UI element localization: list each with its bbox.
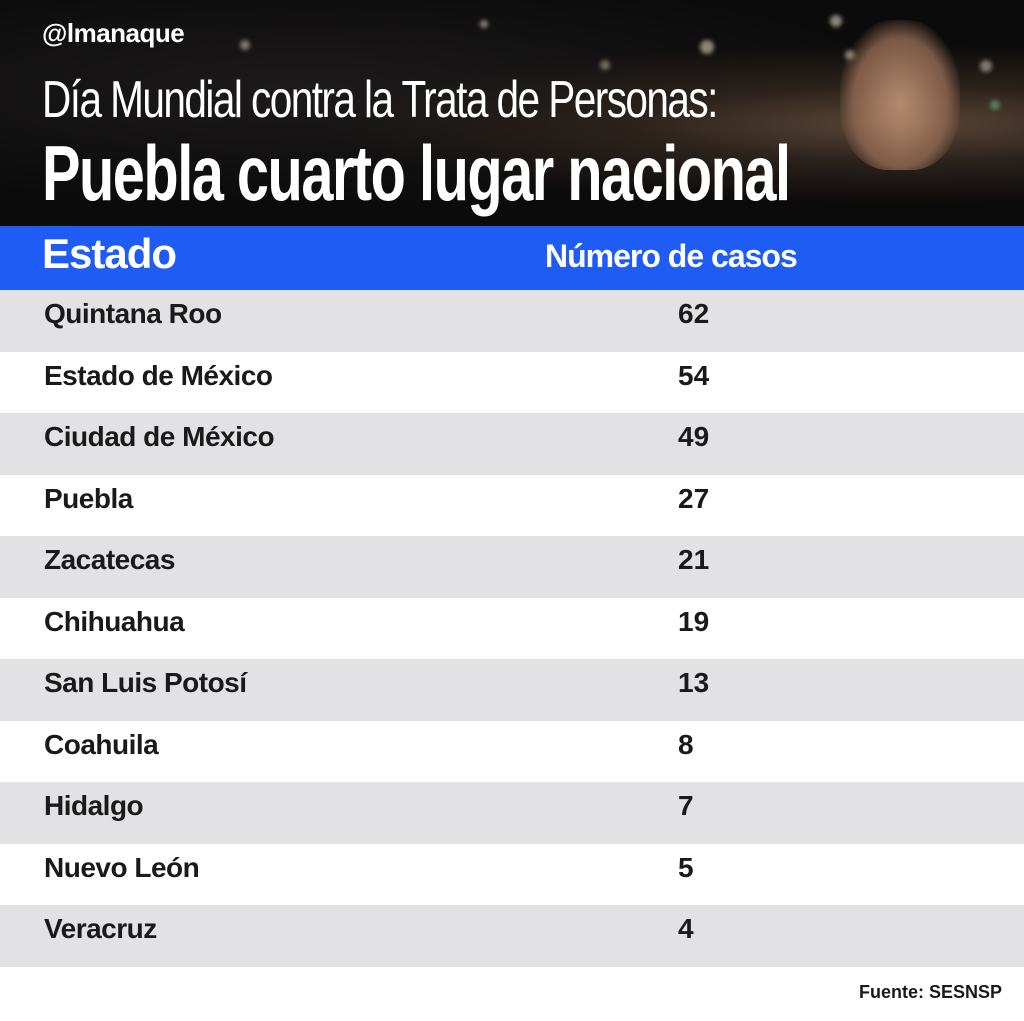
case-count: 13 bbox=[678, 667, 710, 698]
column-header-state: Estado bbox=[42, 230, 177, 277]
table-header: Estado Número de casos bbox=[0, 226, 1024, 290]
bokeh-light bbox=[600, 60, 610, 70]
case-count: 21 bbox=[678, 544, 710, 575]
case-count: 5 bbox=[678, 851, 694, 883]
hero-banner: @lmanaque Día Mundial contra la Trata de… bbox=[0, 0, 1024, 226]
column-header-cases: Número de casos bbox=[545, 238, 798, 274]
hand-photo bbox=[840, 20, 960, 170]
table-row: Ciudad de México 49 bbox=[0, 413, 1024, 475]
bokeh-light bbox=[990, 100, 1000, 110]
state-name: Veracruz bbox=[44, 913, 157, 944]
table-row: Veracruz 4 bbox=[0, 905, 1024, 967]
subheadline: Puebla cuarto lugar nacional bbox=[42, 129, 791, 217]
brand-logo: @lmanaque bbox=[42, 18, 185, 48]
state-name: San Luis Potosí bbox=[44, 667, 247, 698]
case-count: 4 bbox=[678, 913, 694, 944]
case-count: 49 bbox=[678, 421, 710, 452]
case-count: 7 bbox=[678, 790, 694, 821]
table-row: Hidalgo 7 bbox=[0, 782, 1024, 844]
case-count: 62 bbox=[678, 298, 710, 329]
headline: Día Mundial contra la Trata de Personas: bbox=[42, 71, 718, 129]
source-credit: Fuente: SESNSP bbox=[858, 982, 1002, 1002]
table-row: Puebla 27 bbox=[0, 475, 1024, 537]
table-row: Estado de México 54 bbox=[0, 352, 1024, 414]
table-body: Quintana Roo 62 Estado de México 54 Ciudad… bbox=[0, 290, 1024, 967]
state-name: Hidalgo bbox=[44, 790, 144, 821]
state-name: Coahuila bbox=[44, 728, 159, 760]
state-name: Nuevo León bbox=[44, 851, 200, 883]
bokeh-light bbox=[480, 20, 488, 28]
case-count: 19 bbox=[678, 605, 710, 637]
table-row: San Luis Potosí 13 bbox=[0, 659, 1024, 721]
state-name: Chihuahua bbox=[44, 605, 185, 637]
bokeh-light bbox=[980, 60, 992, 72]
table-row: Quintana Roo 62 bbox=[0, 290, 1024, 352]
state-name: Quintana Roo bbox=[44, 298, 222, 329]
table-row: Nuevo León 5 bbox=[0, 844, 1024, 906]
table-row: Coahuila 8 bbox=[0, 721, 1024, 783]
state-name: Zacatecas bbox=[44, 544, 175, 575]
bokeh-light bbox=[830, 15, 842, 27]
table-row: Zacatecas 21 bbox=[0, 536, 1024, 598]
case-count: 27 bbox=[678, 482, 710, 514]
state-name: Puebla bbox=[44, 482, 133, 514]
state-name: Estado de México bbox=[44, 359, 273, 391]
bokeh-light bbox=[240, 40, 250, 50]
case-count: 8 bbox=[678, 728, 694, 760]
state-name: Ciudad de México bbox=[44, 421, 275, 452]
case-count: 54 bbox=[678, 359, 710, 391]
bokeh-light bbox=[700, 40, 714, 54]
table-row: Chihuahua 19 bbox=[0, 598, 1024, 660]
